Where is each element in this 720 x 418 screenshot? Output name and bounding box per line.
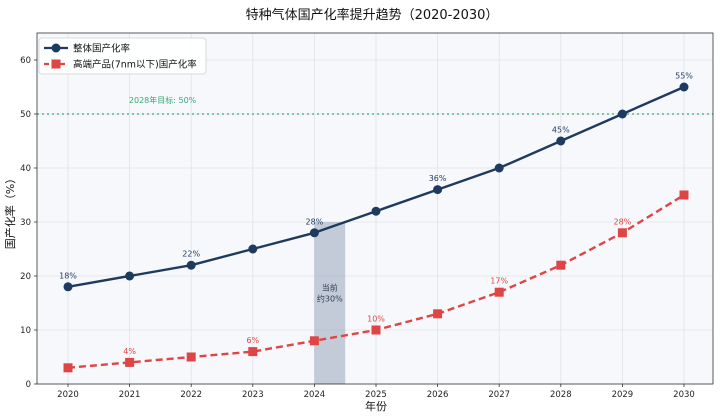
data-label-high-end: 17% — [490, 277, 508, 286]
x-tick-label: 2029 — [612, 390, 634, 400]
y-tick-label: 20 — [20, 272, 31, 282]
x-tick-label: 2022 — [180, 390, 202, 400]
data-label-overall: 18% — [59, 271, 77, 280]
data-point-overall — [556, 136, 566, 146]
chart-title: 特种气体国产化率提升趋势（2020-2030） — [246, 7, 499, 23]
x-tick-label: 2026 — [427, 390, 449, 400]
data-point-high-end — [186, 352, 196, 362]
data-point-overall — [186, 260, 196, 270]
data-point-overall — [433, 185, 443, 195]
data-point-overall — [617, 109, 627, 119]
legend-label-overall: 整体国产化率 — [73, 43, 131, 55]
y-tick-label: 0 — [26, 380, 31, 390]
y-tick-label: 50 — [20, 110, 31, 120]
data-label-overall: 55% — [675, 72, 693, 81]
data-point-overall — [679, 82, 689, 92]
data-point-high-end — [309, 336, 319, 346]
x-tick-label: 2030 — [673, 390, 695, 400]
data-point-overall — [125, 271, 135, 281]
y-tick-label: 40 — [20, 164, 31, 174]
data-point-high-end — [248, 347, 258, 357]
data-point-overall — [309, 228, 319, 238]
legend-swatch-marker-overall — [51, 43, 61, 53]
legend-label-high-end: 高端产品(7nm以下)国产化率 — [73, 59, 197, 71]
data-label-high-end: 28% — [614, 217, 632, 226]
data-point-overall — [494, 163, 504, 173]
data-label-high-end: 10% — [367, 315, 385, 324]
y-tick-label: 10 — [20, 326, 31, 336]
data-point-high-end — [371, 325, 381, 335]
x-tick-label: 2024 — [304, 390, 326, 400]
data-point-high-end — [125, 357, 135, 367]
y-tick-label: 30 — [20, 218, 31, 228]
target-reference-label: 2028年目标: 50% — [129, 95, 197, 105]
plot-frame — [36, 32, 714, 385]
data-label-high-end: 4% — [123, 347, 136, 356]
data-point-high-end — [494, 287, 504, 297]
data-label-overall: 36% — [429, 174, 447, 183]
span-label-line1: 当前 — [322, 283, 338, 293]
data-point-high-end — [617, 228, 627, 238]
legend: 整体国产化率 高端产品(7nm以下)国产化率 — [38, 37, 207, 75]
data-point-overall — [371, 206, 381, 216]
x-tick-label: 2027 — [488, 390, 510, 400]
data-label-high-end: 6% — [246, 336, 259, 345]
data-point-overall — [63, 282, 73, 292]
legend-swatch-marker-high-end — [51, 59, 61, 69]
data-label-overall: 45% — [552, 126, 570, 135]
x-axis-title: 年份 — [365, 399, 387, 413]
y-tick-label: 60 — [20, 56, 31, 66]
data-label-overall: 28% — [306, 217, 324, 226]
data-point-high-end — [556, 260, 566, 270]
data-label-overall: 22% — [182, 250, 200, 259]
x-tick-label: 2021 — [119, 390, 141, 400]
data-point-high-end — [679, 190, 689, 200]
x-tick-label: 2020 — [57, 390, 79, 400]
legend-box — [38, 37, 207, 75]
data-point-high-end — [63, 363, 73, 373]
span-label-line2: 约30% — [317, 293, 343, 303]
x-tick-label: 2023 — [242, 390, 264, 400]
data-point-high-end — [433, 309, 443, 319]
x-tick-label: 2028 — [550, 390, 572, 400]
current-level-span — [314, 222, 346, 384]
data-point-overall — [248, 244, 258, 254]
x-tick-label: 2025 — [365, 390, 387, 400]
y-axis-title: 国产化率（%） — [3, 173, 17, 249]
